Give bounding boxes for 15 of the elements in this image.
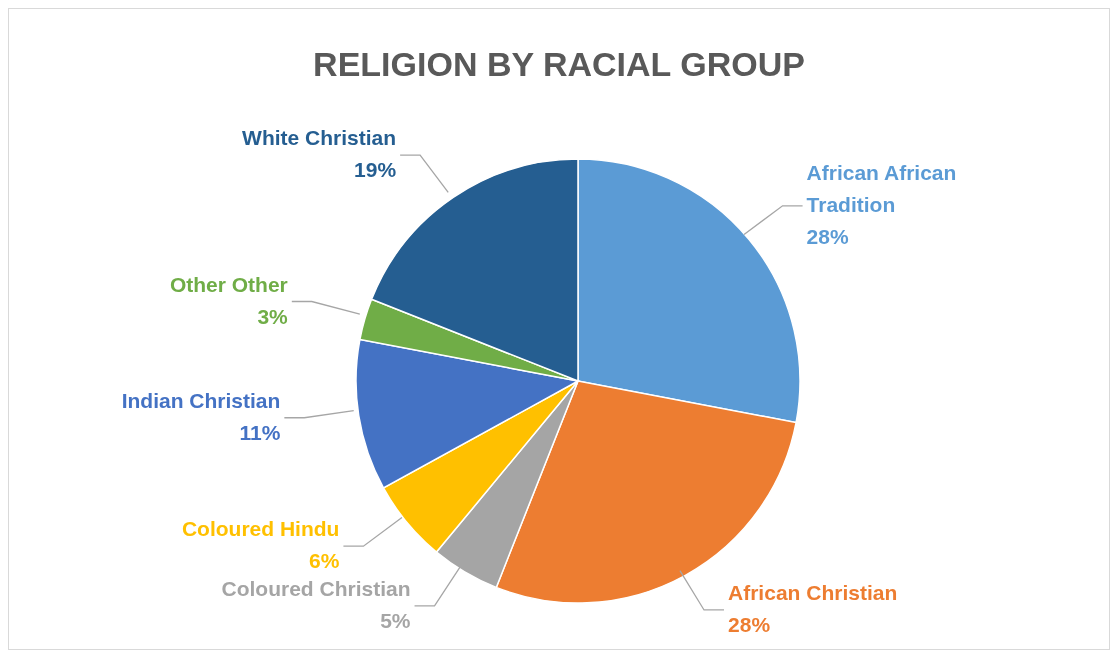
slice-label: African Christian (728, 580, 898, 604)
slice-label: Indian Christian (121, 388, 281, 412)
data-label: 5% (380, 608, 411, 632)
slice-label: Coloured Hindu (181, 516, 340, 540)
slice-label: African African Tradition (806, 160, 957, 216)
slice-label: White Christian (242, 125, 397, 149)
data-label: 19% (354, 157, 397, 181)
data-label: 6% (309, 548, 340, 572)
slice-label: Coloured Christian (221, 576, 411, 600)
data-label: 28% (728, 612, 771, 636)
slice-label: Other Other (169, 272, 288, 296)
data-label: 28% (806, 224, 849, 248)
data-label: 11% (239, 420, 281, 444)
chart-title: RELIGION BY RACIAL GROUP (312, 45, 806, 84)
data-label: 3% (257, 304, 289, 328)
